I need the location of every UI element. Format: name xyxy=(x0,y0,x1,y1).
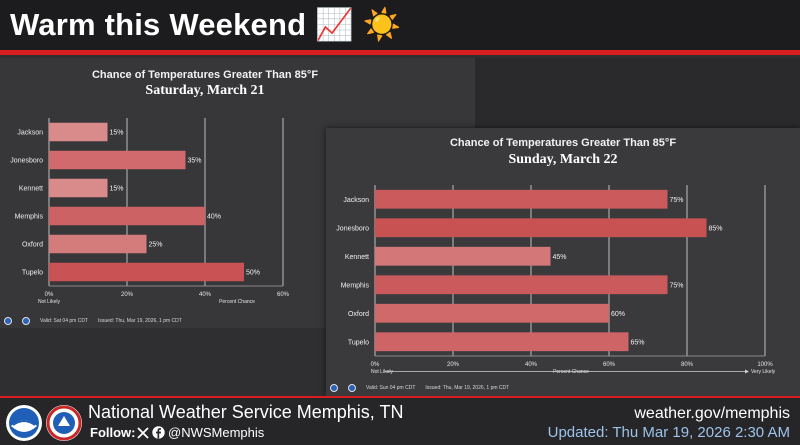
saturday-category-label: Oxford xyxy=(22,242,43,249)
sunday-low-likelihood-label: Not Likely xyxy=(371,369,393,375)
footer-website-link[interactable]: weather.gov/memphis xyxy=(634,405,790,422)
saturday-value-label: 15% xyxy=(110,130,124,137)
sunday-validity-row: Valid: Sun 04 pm CDT Issued: Thu, Mar 19,… xyxy=(330,384,519,392)
footer-bar: National Weather Service Memphis, TN Fol… xyxy=(0,398,800,445)
nws-mini-icon xyxy=(348,384,356,392)
saturday-bar-jackson xyxy=(49,122,108,142)
sunday-issued-time: Issued: Thu, Mar 19, 2026, 1 pm CDT xyxy=(425,385,510,392)
saturday-category-label: Jonesboro xyxy=(10,158,43,165)
saturday-x-tick-label: 40% xyxy=(199,292,212,298)
x-social-icon[interactable] xyxy=(137,427,149,439)
sunday-bar-chart: 0% 20% 40% 60% 80% 100% Percent Chance Not Like… xyxy=(336,185,776,375)
saturday-x-tick-label: 60% xyxy=(277,292,290,298)
nws-mini-icon xyxy=(22,317,30,325)
page-title: Warm this Weekend 📈 ☀️ xyxy=(10,7,402,42)
saturday-valid-time: Valid: Sat 04 pm CDT xyxy=(40,318,88,325)
sunday-value-label: 75% xyxy=(670,197,684,204)
saturday-category-label: Jackson xyxy=(17,130,43,137)
footer-updated-time: Updated: Thu Mar 19, 2026 2:30 AM xyxy=(547,424,790,441)
saturday-x-tick-label: 0% xyxy=(45,292,54,298)
sunday-x-tick-label: 0% xyxy=(371,362,380,368)
saturday-value-label: 50% xyxy=(246,270,260,277)
sunday-x-tick-label: 40% xyxy=(525,362,538,368)
saturday-category-label: Tupelo xyxy=(22,270,43,277)
saturday-category-label: Kennett xyxy=(19,186,43,193)
sunday-category-label: Kennett xyxy=(345,254,369,261)
sunday-value-label: 60% xyxy=(611,311,625,318)
saturday-value-label: 15% xyxy=(110,186,124,193)
sunday-x-tick-label: 20% xyxy=(447,362,460,368)
nws-logo-icon xyxy=(46,405,82,441)
saturday-value-label: 40% xyxy=(207,214,221,221)
sunday-bar-kennett xyxy=(375,246,551,266)
saturday-chart-subtitle: Saturday, March 21 xyxy=(145,83,265,98)
sunday-bar-oxford xyxy=(375,303,609,323)
sunday-category-label: Jackson xyxy=(343,197,369,204)
saturday-value-label: 25% xyxy=(149,242,163,249)
sunday-category-label: Tupelo xyxy=(348,339,369,346)
sunday-bar-memphis xyxy=(375,275,668,295)
saturday-bar-jonesboro xyxy=(49,150,186,170)
sunday-category-label: Jonesboro xyxy=(336,225,369,232)
sunday-likelihood-arrowhead xyxy=(745,369,749,374)
noaa-logo-icon xyxy=(6,405,42,441)
saturday-low-likelihood-label: Not Likely xyxy=(38,299,60,305)
saturday-bar-kennett xyxy=(49,178,108,198)
sunday-chart-title: Chance of Temperatures Greater Than 85°F xyxy=(449,137,677,149)
sunday-x-tick-label: 80% xyxy=(681,362,694,368)
header-bar: Warm this Weekend 📈 ☀️ xyxy=(0,0,800,50)
sunday-bar-jackson xyxy=(375,189,668,209)
sunday-x-tick-label: 60% xyxy=(603,362,616,368)
sunday-bar-tupelo xyxy=(375,332,629,352)
saturday-x-tick-label: 20% xyxy=(121,292,134,298)
sunday-high-likelihood-label: Very Likely xyxy=(751,369,776,375)
footer-follow-label: Follow: xyxy=(90,425,136,440)
saturday-bar-tupelo xyxy=(49,262,244,282)
saturday-chart-title: Chance of Temperatures Greater Than 85°F xyxy=(91,69,319,81)
sunday-chart-subtitle: Sunday, March 22 xyxy=(508,152,618,167)
sunday-value-label: 65% xyxy=(631,339,645,346)
sunday-category-label: Memphis xyxy=(341,282,370,289)
sunday-chart-panel: Chance of Temperatures Greater Than 85°F… xyxy=(326,128,800,396)
sunday-x-axis-label: Percent Chance xyxy=(553,369,589,375)
saturday-bar-oxford xyxy=(49,234,147,254)
saturday-category-label: Memphis xyxy=(15,214,44,221)
facebook-social-icon[interactable] xyxy=(152,426,165,439)
saturday-bar-memphis xyxy=(49,206,205,226)
top-red-divider xyxy=(0,50,800,55)
sunday-category-label: Oxford xyxy=(348,311,369,318)
footer-social-handle[interactable]: @NWSMemphis xyxy=(168,425,265,440)
noaa-mini-icon xyxy=(4,317,12,325)
sunday-value-label: 75% xyxy=(670,282,684,289)
footer-org-name: National Weather Service Memphis, TN xyxy=(88,402,404,422)
sunday-value-label: 45% xyxy=(553,254,567,261)
saturday-bar-chart: 0% 20% 40% 60% Percent Chance Not Likely Jacks… xyxy=(10,118,290,305)
sunday-valid-time: Valid: Sun 04 pm CDT xyxy=(366,385,416,392)
saturday-x-axis-label: Percent Chance xyxy=(219,299,255,305)
sunday-bar-jonesboro xyxy=(375,218,707,238)
noaa-mini-icon xyxy=(330,384,338,392)
sunday-value-label: 85% xyxy=(709,225,723,232)
sunday-x-tick-label: 100% xyxy=(757,362,773,368)
saturday-value-label: 35% xyxy=(188,158,202,165)
upper-right-backdrop xyxy=(475,58,800,128)
saturday-validity-row: Valid: Sat 04 pm CDT Issued: Thu, Mar 19,… xyxy=(4,317,192,325)
saturday-issued-time: Issued: Thu, Mar 19, 2026, 1 pm CDT xyxy=(97,318,182,325)
